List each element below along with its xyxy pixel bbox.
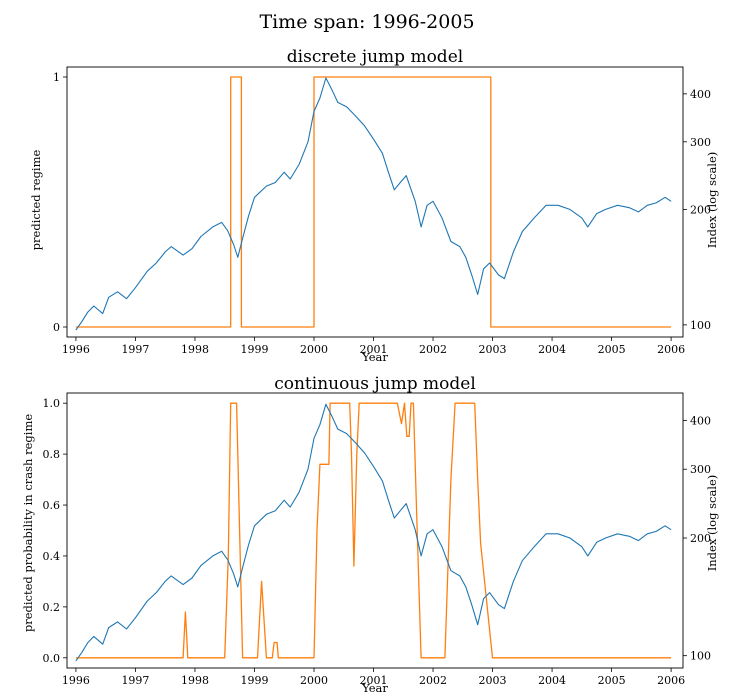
- continuous-y-tick-label: 0.8: [43, 448, 61, 461]
- continuous-x-tick-label: 1997: [121, 674, 149, 687]
- discrete-y2-tick-label: 300: [690, 136, 711, 149]
- figure-title: Time span: 1996-2005: [259, 11, 474, 33]
- discrete-x-tick-label: 2005: [598, 343, 626, 356]
- continuous-y-tick-label: 0.6: [43, 499, 61, 512]
- continuous-x-tick-label: 2002: [419, 674, 447, 687]
- discrete-x-tick-label: 2004: [538, 343, 566, 356]
- continuous-y-axis-label: predicted probability in crash regime: [21, 414, 35, 633]
- continuous-axes-frame: [66, 392, 684, 669]
- discrete-x-tick-label: 2000: [300, 343, 328, 356]
- continuous-x-tick-label: 2006: [657, 674, 685, 687]
- continuous-x-tick-label: 2004: [538, 674, 566, 687]
- continuous-y-tick-label: 0.4: [43, 550, 61, 563]
- continuous-y2-tick-label: 400: [690, 414, 711, 427]
- continuous-y-tick-label: 0.0: [43, 652, 61, 665]
- continuous-y2-tick-label: 300: [690, 463, 711, 476]
- continuous-index-line: [75, 403, 672, 662]
- continuous-x-tick-label: 1996: [62, 674, 90, 687]
- continuous-plot-area: 1996 1997 1998 1999 2000 2001 2002 2003 2004 2005…: [43, 392, 711, 687]
- continuous-x-tick-label: 2001: [360, 674, 388, 687]
- discrete-regime-line: [75, 76, 672, 328]
- discrete-x-tick-label: 2001: [360, 343, 388, 356]
- continuous-x-tick-label: 2003: [479, 674, 507, 687]
- discrete-y-axis-label: predicted regime: [29, 149, 43, 250]
- discrete-x-tick-label: 1999: [240, 343, 268, 356]
- discrete-x-tick-label: 1996: [62, 343, 90, 356]
- continuous-y-tick-label: 0.2: [43, 601, 61, 614]
- discrete-y2-axis-label: Index (log scale): [705, 152, 719, 249]
- discrete-index-line: [75, 77, 672, 331]
- discrete-x-tick-label: 1998: [181, 343, 209, 356]
- discrete-x-tick-label: 2003: [479, 343, 507, 356]
- continuous-panel-title: continuous jump model: [274, 374, 476, 394]
- continuous-y2-tick-label: 100: [690, 650, 711, 663]
- continuous-x-tick-label: 2005: [598, 674, 626, 687]
- continuous-regime-line: [75, 402, 672, 659]
- continuous-y-tick-label: 1.0: [43, 397, 61, 410]
- continuous-jump-panel: continuous jump model 1996 1997 1998 1999 20…: [21, 374, 719, 695]
- continuous-x-tick-label: 1998: [181, 674, 209, 687]
- discrete-jump-panel: discrete jump model 1996 1997 1998 1999 2000…: [29, 47, 719, 364]
- discrete-panel-title: discrete jump model: [287, 47, 463, 67]
- discrete-y2-tick-label: 200: [690, 203, 711, 216]
- continuous-x-tick-label: 2000: [300, 674, 328, 687]
- discrete-y-tick-label: 0: [53, 321, 60, 334]
- continuous-x-tick-label: 1999: [240, 674, 268, 687]
- discrete-plot-area: 1996 1997 1998 1999 2000 2001 2002 2003 2004 2005…: [53, 66, 711, 356]
- discrete-x-tick-label: 2006: [657, 343, 685, 356]
- continuous-y2-tick-label: 200: [690, 532, 711, 545]
- continuous-x-axis-label: Year: [361, 681, 388, 695]
- continuous-y2-axis-label: Index (log scale): [705, 475, 719, 572]
- discrete-x-tick-label: 1997: [121, 343, 149, 356]
- discrete-y2-tick-label: 100: [690, 319, 711, 332]
- discrete-x-axis-label: Year: [361, 350, 388, 364]
- discrete-x-tick-label: 2002: [419, 343, 447, 356]
- discrete-axes-frame: [66, 66, 684, 338]
- discrete-y2-tick-label: 400: [690, 88, 711, 101]
- discrete-y-tick-label: 1: [53, 71, 60, 84]
